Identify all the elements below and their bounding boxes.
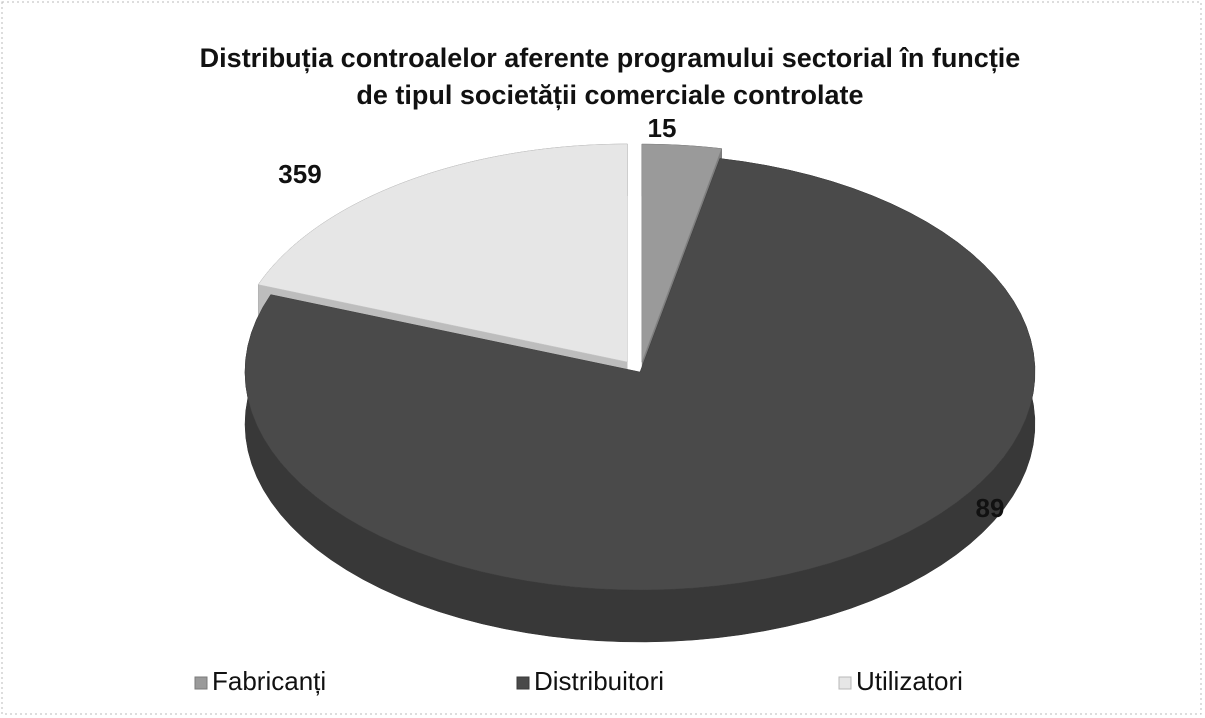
pie-slice bbox=[257, 143, 628, 363]
data-label: 15 bbox=[648, 113, 677, 143]
legend-swatch bbox=[194, 676, 208, 690]
data-label: 89 bbox=[976, 493, 1005, 523]
legend-swatch bbox=[838, 676, 852, 690]
pie-slice bbox=[244, 158, 1036, 591]
legend-label: Distribuitori bbox=[534, 666, 664, 696]
data-label: 359 bbox=[278, 159, 321, 189]
pie-slice bbox=[641, 143, 723, 363]
legend-swatch bbox=[516, 676, 530, 690]
chart-title: de tipul societății comerciale controlat… bbox=[356, 80, 863, 110]
pie-tops bbox=[244, 143, 1036, 591]
legend-label: Utilizatori bbox=[856, 666, 963, 696]
legend-label: Fabricanți bbox=[212, 666, 326, 696]
chart-title: Distribuția controalelor aferente progra… bbox=[200, 43, 1021, 73]
